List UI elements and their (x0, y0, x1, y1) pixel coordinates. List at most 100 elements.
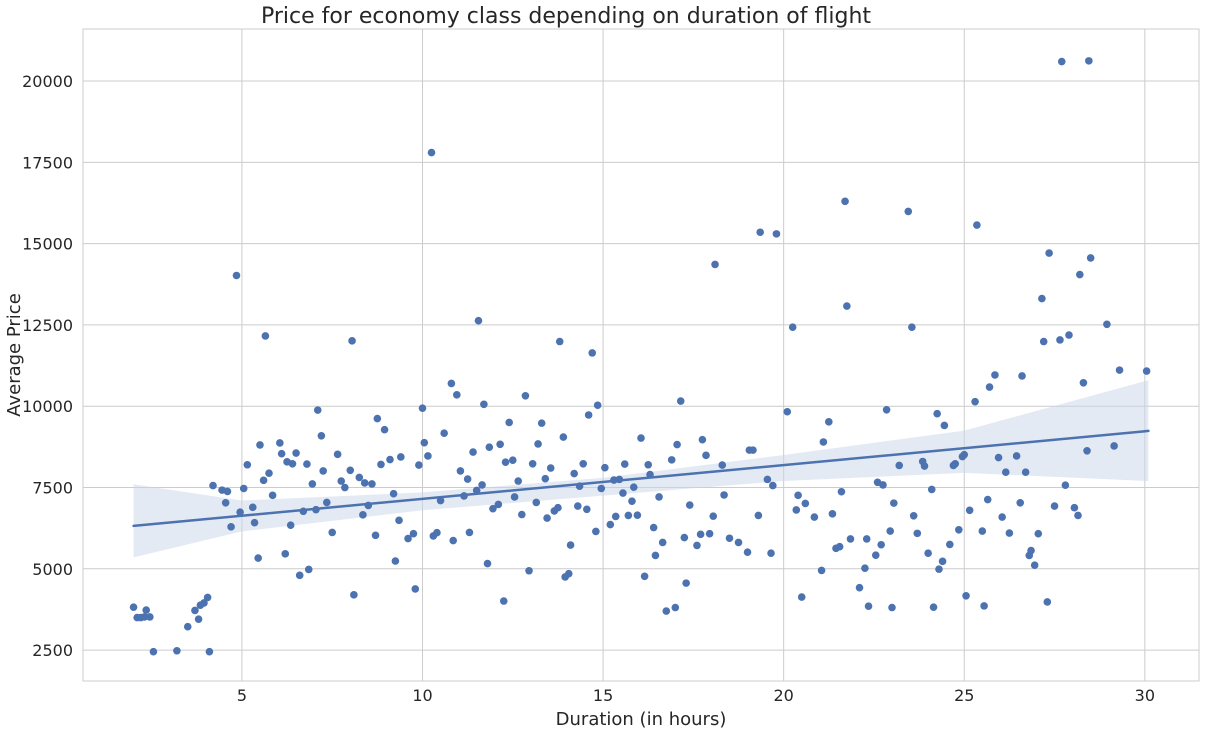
data-point (693, 541, 701, 550)
data-point (924, 549, 932, 558)
data-point (200, 599, 208, 607)
regression-line (132, 429, 1150, 528)
data-point (268, 491, 277, 500)
data-point (286, 521, 295, 530)
data-point (882, 405, 891, 414)
data-point (680, 533, 689, 542)
data-point (1043, 598, 1052, 606)
y-tick-label: 2500 (32, 641, 73, 660)
y-tick-label: 20000 (22, 72, 73, 91)
data-point (203, 593, 212, 602)
data-point (1034, 529, 1043, 538)
data-point (397, 453, 405, 461)
data-point (1001, 468, 1010, 477)
data-point (1012, 452, 1021, 460)
data-point (295, 571, 304, 580)
data-point (792, 506, 801, 514)
data-point (1057, 57, 1066, 66)
data-point (380, 425, 389, 434)
data-point (619, 489, 627, 497)
regression-line-layer (132, 429, 1150, 528)
data-point (1079, 379, 1088, 387)
data-point (965, 506, 974, 515)
y-tick-label: 10000 (22, 397, 73, 416)
data-point (985, 383, 994, 391)
data-point (368, 480, 376, 488)
data-point (980, 602, 988, 610)
points-layer (129, 57, 1151, 656)
data-point (360, 479, 369, 487)
data-point (940, 421, 949, 430)
data-point (534, 440, 542, 448)
data-point (908, 323, 916, 331)
data-point (1056, 336, 1064, 344)
data-point (243, 460, 252, 469)
data-point (1050, 502, 1059, 510)
x-tick-label: 10 (412, 686, 432, 705)
data-point (895, 461, 904, 470)
data-point (828, 510, 837, 518)
data-point (606, 520, 615, 529)
data-point (411, 585, 420, 593)
data-point (620, 460, 629, 468)
data-point (288, 459, 297, 468)
y-tick-label: 12500 (22, 316, 73, 335)
data-point (794, 491, 802, 500)
data-point (555, 337, 564, 346)
data-point (328, 528, 337, 537)
data-point (554, 503, 562, 512)
data-point (637, 434, 645, 442)
data-point (927, 485, 936, 494)
data-point (662, 607, 671, 615)
data-point (1085, 57, 1093, 65)
data-point (146, 613, 154, 621)
data-point (494, 500, 503, 509)
data-point (1110, 442, 1118, 450)
data-point (1061, 481, 1070, 490)
x-tick-label: 20 (773, 686, 793, 705)
data-point (588, 349, 597, 357)
data-point (991, 371, 999, 379)
data-point (346, 466, 355, 475)
data-point (788, 323, 797, 331)
data-point (904, 207, 913, 216)
data-point (508, 456, 517, 464)
data-point (1074, 511, 1082, 520)
data-point (837, 487, 846, 496)
data-point (1018, 372, 1026, 380)
data-point (951, 459, 960, 468)
data-point (644, 460, 653, 469)
data-point (938, 557, 947, 566)
data-point (333, 450, 342, 459)
y-tick-label: 7500 (32, 479, 73, 498)
data-point (628, 497, 636, 505)
y-tick-label: 5000 (32, 560, 73, 579)
data-point (485, 443, 494, 451)
data-point (261, 332, 270, 340)
data-point (453, 391, 461, 399)
data-point (209, 481, 217, 490)
data-point (797, 593, 806, 601)
data-point (597, 484, 606, 493)
data-point (994, 453, 1003, 462)
data-point (386, 455, 394, 464)
data-point (817, 566, 826, 575)
data-point (1083, 446, 1091, 455)
data-point (718, 461, 727, 469)
x-tick-labels: 5 10 15 20 25 30 (237, 686, 1155, 705)
y-tick-label: 15000 (22, 235, 73, 254)
data-point (377, 460, 385, 469)
data-point (489, 504, 497, 513)
chart-title: Price for economy class depending on dur… (261, 4, 871, 29)
data-point (601, 463, 609, 472)
data-point (496, 440, 504, 449)
data-point (221, 498, 230, 507)
data-point (871, 551, 880, 559)
data-point (259, 476, 268, 485)
data-point (698, 435, 707, 444)
data-point (962, 592, 970, 600)
data-point (478, 481, 486, 489)
data-point (303, 460, 311, 468)
data-point (183, 622, 192, 631)
data-point (592, 527, 600, 536)
